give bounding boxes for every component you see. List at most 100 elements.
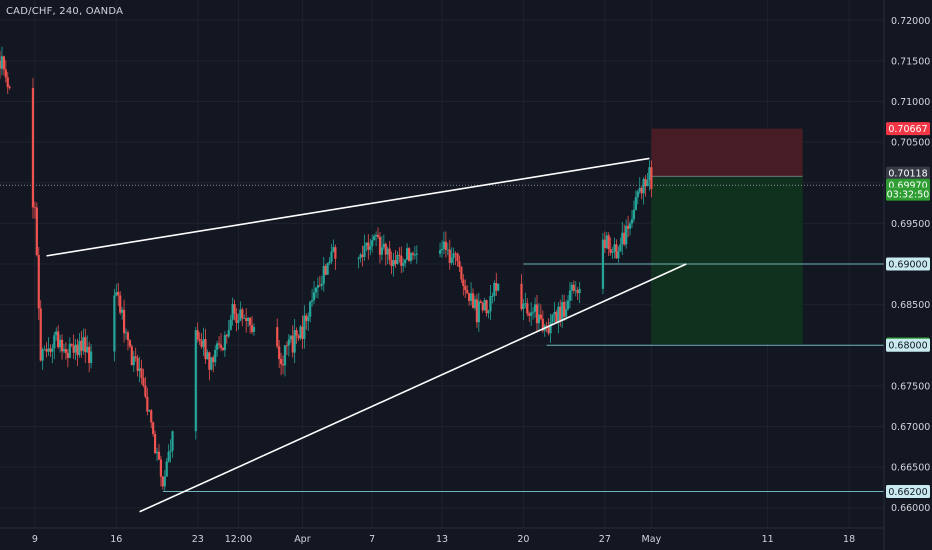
candle-body	[283, 345, 287, 366]
y-tick-label: 0.70500	[891, 138, 930, 149]
candle-body	[438, 250, 442, 254]
candle-body	[576, 289, 579, 294]
candle-body	[58, 339, 62, 348]
candle-body	[51, 348, 54, 352]
candle-body	[163, 476, 166, 487]
candle-body	[650, 167, 653, 189]
candle-body	[371, 240, 374, 247]
candle-body	[227, 330, 230, 337]
candle-body	[384, 243, 387, 255]
candle-body	[245, 318, 248, 322]
candle-body	[159, 459, 163, 477]
candle-body	[563, 302, 566, 317]
x-tick-label: 13	[436, 534, 448, 545]
price-badge-label: 0.69000	[888, 260, 927, 271]
candle-body	[396, 254, 399, 265]
candle-body	[547, 325, 550, 334]
candle-body	[460, 267, 463, 280]
candle-body	[60, 339, 64, 352]
price-badge-last	[886, 166, 930, 180]
candle-body	[78, 340, 81, 356]
candle-body	[165, 461, 168, 477]
candle-body	[278, 346, 281, 359]
candle-body	[607, 235, 610, 250]
candle-body	[394, 260, 397, 265]
candle-body	[454, 253, 457, 255]
candle-body	[613, 244, 616, 252]
candle-body	[119, 295, 122, 313]
candle-body	[152, 422, 155, 435]
candle-body	[53, 335, 56, 349]
candle-body	[194, 330, 197, 432]
candle-body	[155, 451, 159, 454]
candle-body	[462, 279, 465, 286]
candle-body	[568, 290, 572, 301]
candle-body	[250, 325, 254, 332]
candle-body	[33, 207, 36, 209]
candle-body	[406, 248, 409, 260]
candle-body	[90, 351, 93, 364]
candle-body	[305, 315, 308, 321]
price-badge-target	[886, 187, 930, 201]
candles	[0, 46, 653, 491]
candle-body	[74, 344, 77, 353]
candle-body	[136, 357, 139, 371]
candle-body	[299, 326, 302, 339]
candle-body	[150, 410, 153, 423]
candle-body	[634, 197, 637, 210]
candle-body	[489, 296, 492, 312]
candle-body	[411, 253, 415, 255]
candle-body	[392, 260, 395, 267]
candle-body	[361, 254, 364, 257]
candle-body	[644, 178, 647, 187]
candle-body	[214, 349, 217, 363]
x-tick-label: 9	[32, 534, 38, 545]
candle-body	[497, 283, 500, 291]
candle-body	[138, 368, 141, 371]
candle-body	[43, 349, 46, 351]
price-badge-label: 0.68000	[888, 341, 927, 352]
candle-body	[66, 352, 69, 358]
candle-body	[37, 254, 40, 309]
candle-body	[235, 313, 238, 323]
candle-body	[365, 242, 368, 246]
candle-body	[157, 451, 161, 460]
candle-body	[646, 180, 649, 187]
x-tick-label: 12:00	[225, 534, 252, 545]
candle-body	[62, 349, 66, 352]
candle-body	[117, 292, 120, 296]
x-tick-label: 16	[110, 534, 122, 545]
candle-body	[309, 301, 312, 317]
candle-body	[444, 241, 447, 250]
candle-body	[334, 247, 337, 259]
candle-body	[415, 253, 418, 255]
candle-body	[225, 335, 228, 337]
candle-body	[41, 349, 44, 361]
candle-body	[208, 352, 211, 370]
candle-body	[398, 254, 401, 256]
x-tick-label: Apr	[294, 534, 311, 545]
candle-body	[233, 304, 236, 314]
candle-body	[520, 283, 523, 310]
candle-body	[376, 234, 380, 237]
candle-body	[491, 296, 494, 297]
candle-body	[324, 265, 327, 275]
candle-body	[473, 299, 477, 308]
candle-body	[481, 302, 484, 311]
candle-body	[545, 325, 548, 327]
candle-body	[311, 300, 314, 302]
candle-body	[464, 285, 467, 291]
candle-body	[31, 88, 35, 208]
candle-body	[485, 300, 488, 314]
candle-body	[223, 335, 226, 351]
candle-body	[212, 357, 215, 363]
candle-body	[628, 223, 632, 229]
price-badge-label: 03:32:50	[887, 190, 930, 201]
candle-body	[363, 245, 366, 257]
trendline	[139, 263, 687, 513]
candle-body	[530, 312, 533, 316]
candle-body	[442, 241, 446, 249]
candle-body	[247, 317, 250, 322]
candle-body	[404, 259, 407, 264]
